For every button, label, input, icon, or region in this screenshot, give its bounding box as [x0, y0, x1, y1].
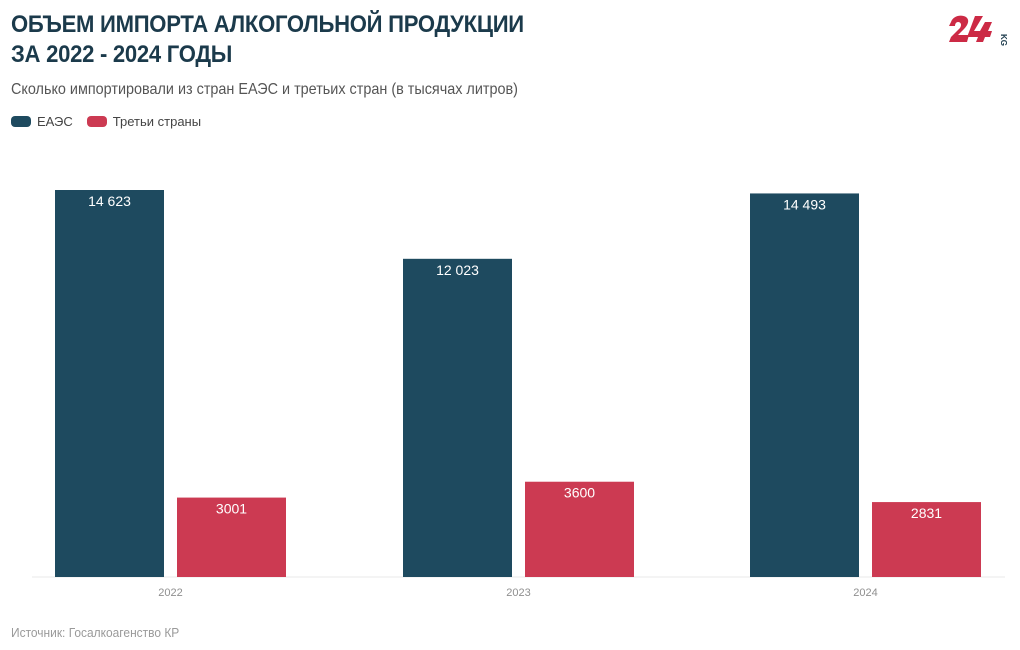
bar-value-label-eaeu-2022: 14 623: [88, 193, 131, 209]
bar-third-countries-2022: [177, 497, 286, 577]
bar-labels-group: 14 623 3001 12 023 3600 14 493 2831: [88, 193, 942, 521]
x-tick-labels-group: 2022 2023 2024: [158, 587, 877, 599]
bar-value-label-eaeu-2023: 12 023: [436, 262, 479, 278]
bar-third-countries-2024: [872, 502, 981, 577]
title-line-2: ЗА 2022 - 2024 ГОДЫ: [11, 41, 233, 68]
x-tick-label-2023: 2023: [506, 587, 530, 599]
legend-label-eaeu: ЕАЭС: [37, 114, 73, 129]
title-line-1: ОБЪЕМ ИМПОРТА АЛКОГОЛЬНОЙ ПРОДУКЦИИ: [11, 11, 524, 38]
bar-eaeu-2023: [403, 258, 512, 577]
legend-item-third-countries: Третьи страны: [86, 114, 202, 129]
legend-item-eaeu: ЕАЭС: [11, 114, 73, 129]
svg-text:KG: KG: [999, 34, 1007, 46]
source-note: Источник: Госалкоагенство КР: [11, 625, 180, 640]
bars-group: [55, 190, 981, 577]
bar-value-label-third-countries-2023: 3600: [564, 485, 595, 501]
bar-value-label-eaeu-2024: 14 493: [783, 196, 826, 212]
legend: ЕАЭС Третьи страны: [11, 114, 215, 129]
x-tick-label-2022: 2022: [158, 587, 182, 599]
chart-title: ОБЪЕМ ИМПОРТА АЛКОГОЛЬНОЙ ПРОДУКЦИИ ЗА 2…: [11, 10, 524, 70]
chart-subtitle: Сколько импортировали из стран ЕАЭС и тр…: [11, 81, 518, 98]
bar-third-countries-2023: [525, 481, 634, 577]
bar-eaeu-2024: [750, 193, 859, 577]
logo-24kg: KG: [947, 12, 1008, 48]
legend-swatch-eaeu: [11, 116, 31, 127]
bar-value-label-third-countries-2022: 3001: [216, 501, 247, 517]
x-tick-label-2024: 2024: [853, 587, 877, 599]
bar-eaeu-2022: [55, 190, 164, 577]
bar-value-label-third-countries-2024: 2831: [911, 505, 942, 521]
legend-swatch-third-countries: [86, 116, 107, 127]
legend-label-third-countries: Третьи страны: [112, 114, 202, 129]
logo-24kg-icon: KG: [949, 15, 1008, 46]
